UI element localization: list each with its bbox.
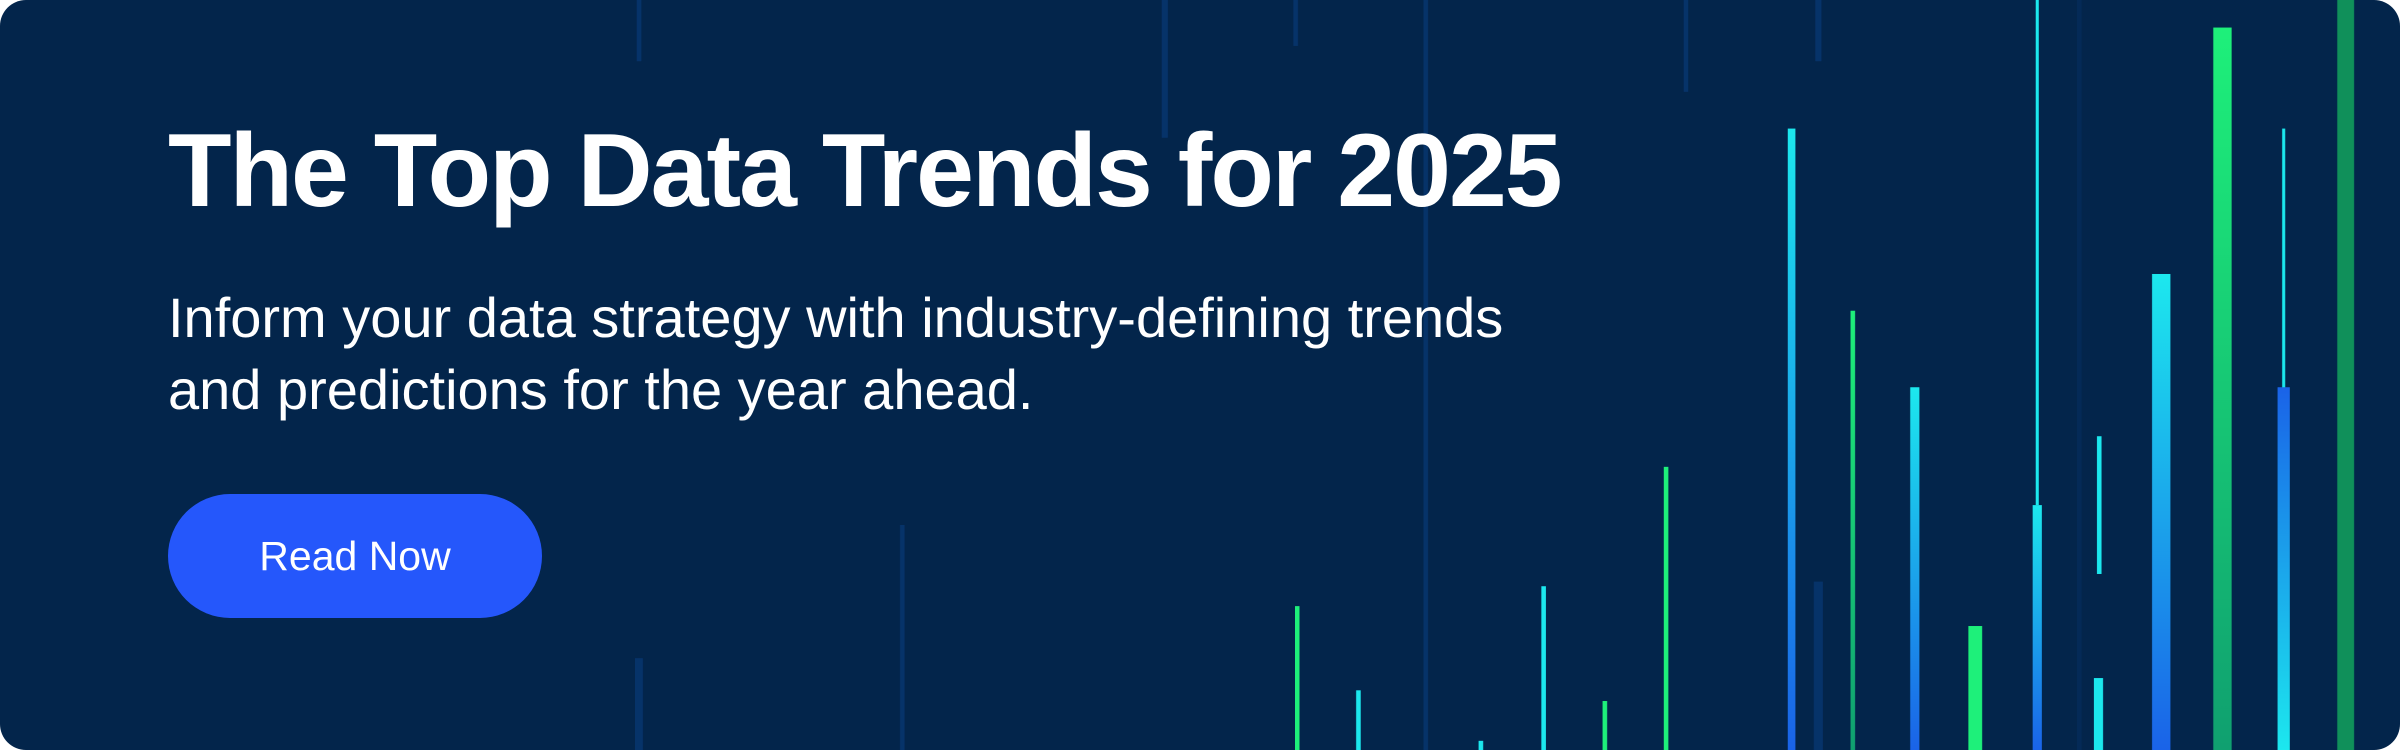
subtitle-line: Inform your data strategy with industry-… bbox=[168, 286, 1504, 349]
title: The Top Data Trends for 2025 bbox=[168, 113, 1563, 229]
subtitle: Inform your data strategy with industry-… bbox=[168, 282, 1503, 426]
read-now-button[interactable]: Read Now bbox=[168, 494, 542, 618]
subtitle-line: and predictions for the year ahead. bbox=[168, 358, 1034, 421]
